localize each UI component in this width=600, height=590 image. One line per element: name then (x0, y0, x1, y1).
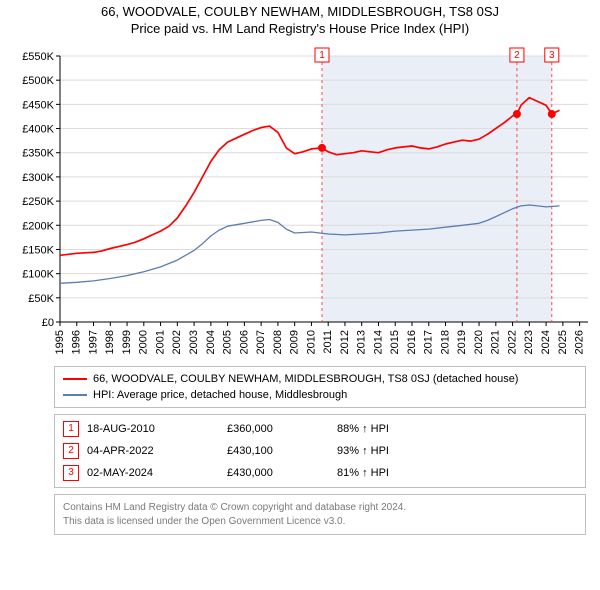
svg-text:2001: 2001 (154, 330, 166, 354)
chart-subtitle: Price paid vs. HM Land Registry's House … (8, 21, 592, 36)
svg-text:£50K: £50K (28, 293, 54, 305)
svg-text:2008: 2008 (272, 330, 284, 354)
svg-text:2002: 2002 (171, 330, 183, 354)
svg-text:2018: 2018 (439, 330, 451, 354)
legend-label: 66, WOODVALE, COULBY NEWHAM, MIDDLESBROU… (93, 371, 518, 387)
event-price: £430,100 (227, 445, 337, 457)
svg-text:1: 1 (319, 50, 325, 61)
svg-text:2020: 2020 (473, 330, 485, 354)
svg-text:1997: 1997 (87, 330, 99, 354)
svg-text:2025: 2025 (557, 330, 569, 354)
svg-text:2023: 2023 (523, 330, 535, 354)
svg-text:2012: 2012 (339, 330, 351, 354)
svg-text:3: 3 (549, 50, 555, 61)
svg-text:2000: 2000 (138, 330, 150, 354)
event-hpi: 88% ↑ HPI (337, 423, 577, 435)
svg-text:£300K: £300K (22, 172, 54, 184)
svg-text:2011: 2011 (322, 330, 334, 354)
event-price: £360,000 (227, 423, 337, 435)
legend-label: HPI: Average price, detached house, Midd… (93, 387, 347, 403)
svg-text:£150K: £150K (22, 244, 54, 256)
attribution-footer: Contains HM Land Registry data © Crown c… (54, 494, 586, 535)
svg-text:2015: 2015 (389, 330, 401, 354)
event-number-box: 1 (63, 421, 79, 437)
svg-text:2004: 2004 (205, 330, 217, 354)
event-date: 18-AUG-2010 (87, 423, 227, 435)
svg-text:2021: 2021 (490, 330, 502, 354)
legend-item-property: 66, WOODVALE, COULBY NEWHAM, MIDDLESBROU… (63, 371, 577, 387)
svg-text:2013: 2013 (356, 330, 368, 354)
svg-text:£400K: £400K (22, 124, 54, 136)
svg-text:2003: 2003 (188, 330, 200, 354)
svg-text:2024: 2024 (540, 330, 552, 354)
event-price: £430,000 (227, 467, 337, 479)
footer-line: This data is licensed under the Open Gov… (63, 515, 577, 529)
legend-item-hpi: HPI: Average price, detached house, Midd… (63, 387, 577, 403)
svg-text:£450K: £450K (22, 99, 54, 111)
svg-text:£550K: £550K (22, 51, 54, 63)
svg-text:1998: 1998 (104, 330, 116, 354)
events-table: 1 18-AUG-2010£360,00088% ↑ HPI 2 04-APR-202… (54, 414, 586, 488)
svg-text:2007: 2007 (255, 330, 267, 354)
event-date: 04-APR-2022 (87, 445, 227, 457)
event-hpi: 81% ↑ HPI (337, 467, 577, 479)
line-chart: £0 £50K £100K £150K £200K £250K £300K £350K £400… (8, 42, 592, 360)
event-number-box: 2 (63, 443, 79, 459)
svg-text:1999: 1999 (121, 330, 133, 354)
chart-title: 66, WOODVALE, COULBY NEWHAM, MIDDLESBROU… (8, 4, 592, 19)
svg-text:£250K: £250K (22, 196, 54, 208)
svg-text:2006: 2006 (238, 330, 250, 354)
svg-text:1995: 1995 (54, 330, 66, 354)
footer-line: Contains HM Land Registry data © Crown c… (63, 501, 577, 515)
event-hpi: 93% ↑ HPI (337, 445, 577, 457)
svg-text:£350K: £350K (22, 148, 54, 160)
svg-text:£200K: £200K (22, 220, 54, 232)
legend: 66, WOODVALE, COULBY NEWHAM, MIDDLESBROU… (54, 366, 586, 408)
svg-text:£0: £0 (42, 317, 54, 329)
svg-text:£100K: £100K (22, 269, 54, 281)
svg-text:2016: 2016 (406, 330, 418, 354)
legend-swatch (63, 378, 87, 380)
svg-text:2019: 2019 (456, 330, 468, 354)
legend-swatch (63, 394, 87, 396)
chart-area: £0 £50K £100K £150K £200K £250K £300K £350K £400… (8, 42, 592, 360)
svg-text:2017: 2017 (423, 330, 435, 354)
svg-text:2022: 2022 (506, 330, 518, 354)
svg-text:2026: 2026 (574, 330, 586, 354)
svg-text:2005: 2005 (222, 330, 234, 354)
svg-text:2014: 2014 (372, 330, 384, 354)
svg-text:2: 2 (514, 50, 520, 61)
svg-text:£500K: £500K (22, 75, 54, 87)
svg-text:2010: 2010 (305, 330, 317, 354)
svg-text:2009: 2009 (289, 330, 301, 354)
event-date: 02-MAY-2024 (87, 467, 227, 479)
svg-text:1996: 1996 (71, 330, 83, 354)
event-number-box: 3 (63, 465, 79, 481)
